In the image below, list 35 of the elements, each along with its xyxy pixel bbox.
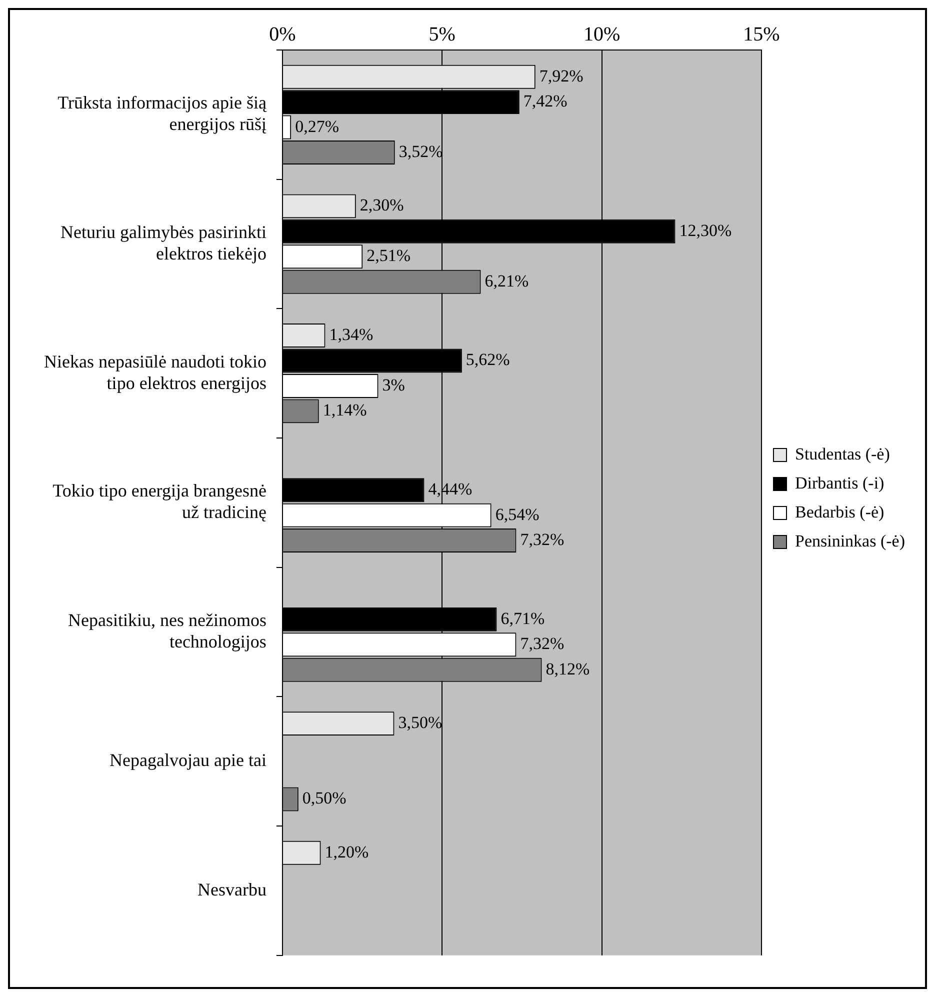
data-label: 7,42% [523,92,568,111]
y-tick-label: Nepasitikiu, nes nežinomos technologijos [68,610,266,652]
y-tick-label: Niekas nepasiūlė naudoti tokio tipo elektros energijos [44,351,266,393]
data-label: 7,92% [539,66,584,86]
x-tick-label: 0% [269,23,296,46]
x-tick-label: 10% [583,23,620,46]
data-label: 8,12% [546,659,590,678]
data-label: 5,62% [466,350,510,370]
data-label: 1,14% [322,400,367,420]
data-label: 2,51% [366,246,411,266]
data-label: 6,71% [500,608,545,628]
data-label: 12,30% [679,220,732,240]
data-label: 1,20% [324,842,369,862]
x-tick-label: 15% [743,23,780,46]
legend-label: Bedarbis (-ė) [795,502,884,522]
data-label: 3,50% [398,713,442,732]
legend-label: Studentas (-ė) [795,444,890,464]
data-label: 3,52% [398,142,443,161]
data-label: 7,32% [520,634,564,654]
data-label: 0,50% [302,788,346,808]
y-tick-label: Trūksta informacijos apie šią energijos rūšį [58,92,268,134]
legend-label: Pensininkas (-ė) [795,531,906,550]
data-label: 7,32% [520,530,564,549]
y-tick-label: Neturiu galimybės pasirinkti elektros tiekėjo [60,222,266,264]
y-tick-label: Nepagalvojau apie tai [110,750,266,770]
data-label: 6,54% [495,504,540,524]
data-label: 3% [382,375,405,394]
y-tick-label: Tokio tipo energija brangesnė už tradicinę [52,480,266,522]
data-label: 0,27% [295,116,339,136]
data-label: 6,21% [484,271,529,290]
x-tick-label: 5% [428,23,456,46]
legend-label: Dirbantis (-i) [795,473,884,492]
data-label: 1,34% [329,324,374,344]
y-tick-label: Nesvarbu [197,879,266,900]
data-label: 2,30% [360,196,404,215]
